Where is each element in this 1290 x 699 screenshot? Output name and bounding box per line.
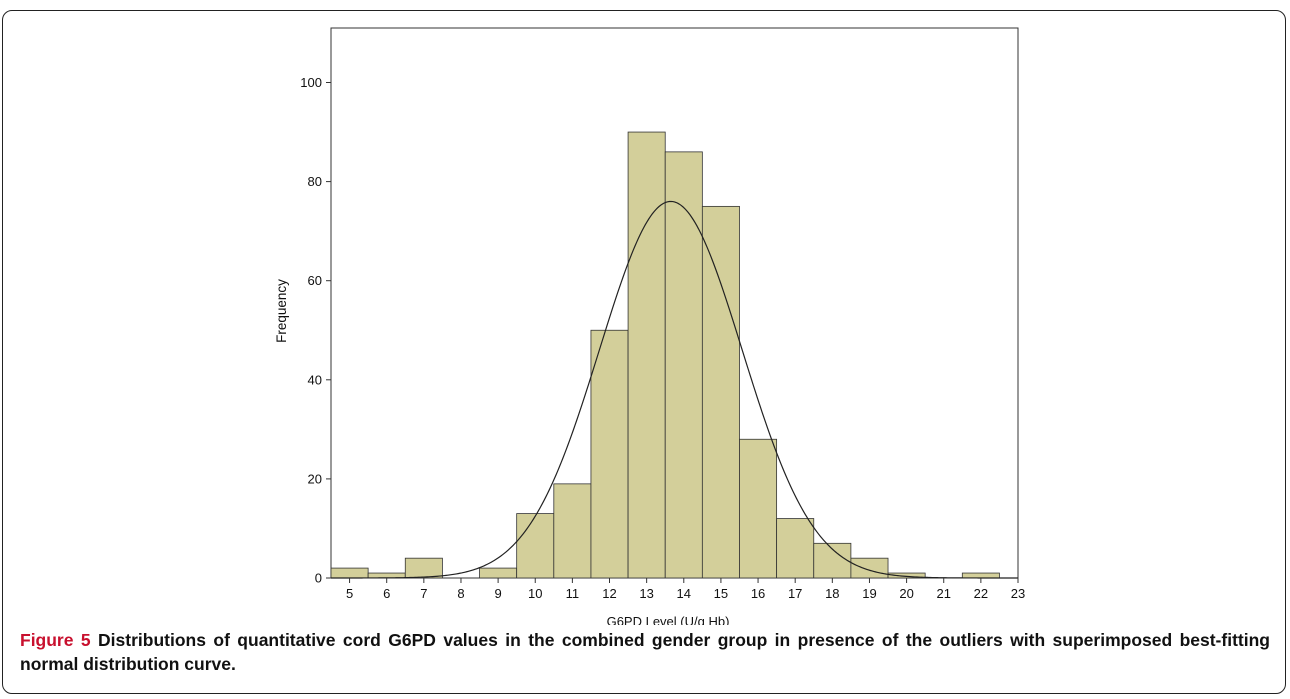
y-tick-label: 100 [300, 75, 322, 90]
histogram-bar [664, 151, 703, 579]
caption-text: Distributions of quantitative cord G6PD … [20, 630, 1270, 674]
histogram-chart: 5 6 7 8 9 10 11 12 13 14 15 16 17 18 19 20 21 22 23 0 20 40 6… [274, 27, 1025, 625]
histogram-bar [776, 518, 815, 579]
histogram-bar [961, 572, 1000, 579]
x-axis-label: G6PD Level (U/g Hb) [607, 614, 730, 625]
y-axis-ticks: 0 20 40 60 80 100 [300, 75, 331, 586]
histogram-bar [553, 483, 592, 579]
x-tick-label: 7 [420, 586, 427, 601]
histogram-bars [330, 131, 1000, 579]
x-tick-label: 20 [899, 586, 913, 601]
histogram-bar [479, 567, 518, 579]
x-tick-label: 14 [677, 586, 691, 601]
y-axis-label: Frequency [274, 279, 289, 343]
x-tick-label: 8 [457, 586, 464, 601]
x-tick-label: 15 [714, 586, 728, 601]
y-tick-label: 40 [308, 372, 322, 387]
x-tick-label: 13 [639, 586, 653, 601]
figure-caption: Figure 5 Distributions of quantitative c… [20, 628, 1270, 676]
caption-label: Figure 5 [20, 630, 91, 650]
x-tick-label: 12 [602, 586, 616, 601]
histogram-bar [850, 557, 889, 579]
x-tick-label: 18 [825, 586, 839, 601]
histogram-bar [739, 438, 778, 579]
normal-distribution-curve [331, 200, 1018, 579]
x-axis-ticks: 5 6 7 8 9 10 11 12 13 14 15 16 17 18 19 20 21 22 23 [346, 578, 1025, 601]
x-tick-label: 16 [751, 586, 765, 601]
x-tick-label: 22 [974, 586, 988, 601]
y-tick-label: 0 [315, 571, 322, 586]
y-tick-label: 60 [308, 273, 322, 288]
histogram-bar [627, 131, 666, 579]
y-tick-label: 20 [308, 471, 322, 486]
x-tick-label: 23 [1011, 586, 1025, 601]
histogram-bar [404, 557, 443, 579]
histogram-bar [330, 567, 369, 579]
histogram-bar [701, 205, 740, 579]
x-tick-label: 21 [936, 586, 950, 601]
x-tick-label: 9 [494, 586, 501, 601]
x-tick-label: 11 [566, 586, 580, 601]
y-tick-label: 80 [308, 174, 322, 189]
x-tick-label: 10 [528, 586, 542, 601]
x-tick-label: 17 [788, 586, 802, 601]
x-tick-label: 6 [383, 586, 390, 601]
x-tick-label: 5 [346, 586, 353, 601]
histogram-bar [590, 329, 629, 579]
histogram-bar [516, 513, 555, 579]
x-tick-label: 19 [862, 586, 876, 601]
